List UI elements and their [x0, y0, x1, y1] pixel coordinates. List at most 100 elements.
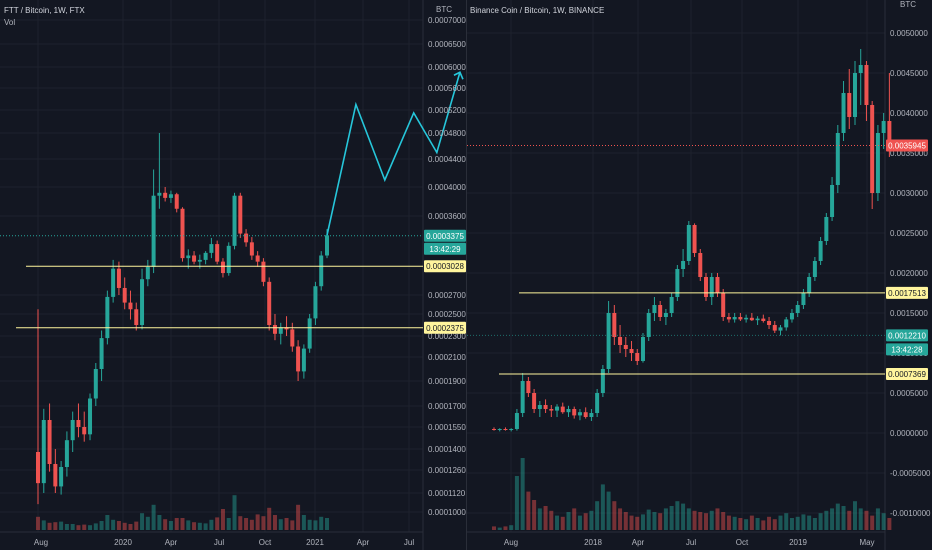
volume-bar: [122, 522, 127, 530]
candle-body: [732, 317, 737, 320]
candle: [261, 258, 266, 287]
volume-bar: [715, 508, 720, 530]
candle: [778, 325, 783, 336]
candle-body: [163, 192, 168, 198]
volume-bar: [168, 521, 173, 530]
candle: [795, 301, 800, 317]
volume-bar: [220, 509, 225, 530]
candle: [618, 325, 623, 353]
last-price-badge: 0.0003375: [426, 232, 464, 241]
volume-bar: [675, 501, 680, 530]
level-badge-upper-bg: [886, 286, 928, 299]
price-tick-label: 0.0004800: [428, 129, 466, 138]
price-tick-label: 0.0001400: [428, 445, 466, 454]
candle: [307, 314, 312, 353]
price-tick-label: 0.0005600: [428, 84, 466, 93]
candle: [151, 169, 156, 274]
candle-body: [93, 369, 98, 399]
candle: [761, 314, 766, 323]
volume-bar: [566, 512, 571, 530]
candle: [296, 340, 301, 381]
chart-title: FTT / Bitcoin, 1W, FTX: [4, 6, 85, 15]
price-tick-label: 0.0002100: [428, 353, 466, 362]
candle-body: [111, 268, 116, 297]
price-tick-label: 0.0002700: [428, 291, 466, 300]
volume-bar: [186, 520, 191, 530]
currency-label: BTC: [900, 0, 916, 9]
volume-bars: [492, 458, 892, 530]
price-tick-label: 0.0035000: [890, 149, 928, 158]
candle-body: [807, 277, 812, 293]
candle-body: [238, 195, 243, 234]
candle-body: [307, 318, 312, 349]
volume-bar: [197, 522, 202, 530]
price-tick-label: 0.0002300: [428, 332, 466, 341]
volume-bar: [864, 510, 869, 530]
price-tick-label: 0.0001900: [428, 377, 466, 386]
projection-path[interactable]: [326, 72, 461, 236]
volume-bar: [577, 515, 582, 530]
candle: [669, 293, 674, 317]
volume-bar: [640, 514, 645, 530]
candle: [157, 133, 162, 209]
level-badge-lower: 0.0002375: [426, 324, 464, 333]
time-tick-label: Oct: [259, 538, 272, 547]
candle-body: [203, 252, 208, 260]
candle: [301, 344, 306, 379]
bnb-btc-chart[interactable]: BTC -0.0010000 -0.0005000 0.0000000 0.000500…: [467, 0, 932, 550]
volume-bar: [801, 514, 806, 530]
level-badge-upper-bg: [424, 260, 466, 273]
candles: [492, 49, 892, 432]
candle-body: [319, 255, 324, 287]
candle: [835, 125, 840, 193]
candle: [744, 314, 749, 323]
candle: [111, 259, 116, 303]
chart-background: [0, 0, 466, 550]
candle-body: [272, 325, 277, 334]
volume-bar: [606, 491, 611, 530]
level-badge-lower: 0.0007369: [888, 370, 926, 379]
candle-body: [99, 338, 104, 369]
volume-bar: [82, 524, 87, 530]
candle-body: [82, 427, 87, 435]
price-tick-label: 0.0020000: [890, 269, 928, 278]
time-tick-label: Jul: [214, 538, 224, 547]
bnb-btc-panel[interactable]: BTC -0.0010000 -0.0005000 0.0000000 0.000500…: [467, 0, 932, 550]
candle: [116, 261, 121, 295]
time-tick-label: Aug: [34, 538, 48, 547]
candle-body: [140, 279, 145, 325]
volume-bar: [572, 508, 577, 530]
chart-title: Binance Coin / Bitcoin, 1W, BINANCE: [470, 6, 604, 15]
candle-body: [232, 195, 237, 246]
candle-body: [53, 464, 58, 487]
ftt-btc-panel[interactable]: BTC 0.0001000 0.0001120 0.0001260 0.0001400 0…: [0, 0, 466, 550]
candle-body: [313, 286, 318, 319]
panel-divider[interactable]: [466, 0, 467, 550]
volume-bar: [238, 516, 243, 530]
volume-bar: [589, 510, 594, 530]
candle: [566, 405, 571, 417]
ftt-btc-chart[interactable]: BTC 0.0001000 0.0001120 0.0001260 0.0001400 0…: [0, 0, 466, 550]
candle-body: [623, 345, 628, 349]
volume-bar: [784, 513, 789, 530]
candle-body: [532, 393, 537, 409]
volume-bar: [509, 525, 514, 530]
volume-bar: [145, 516, 150, 530]
volume-bar: [526, 491, 531, 530]
volume-bar: [555, 515, 560, 530]
candle-body: [858, 65, 863, 73]
candle: [503, 427, 508, 431]
candle: [497, 428, 502, 432]
candle: [606, 301, 611, 373]
volume-bar: [721, 512, 726, 530]
time-tick-label: Jul: [404, 538, 414, 547]
candle: [767, 317, 772, 329]
candle-body: [560, 406, 565, 413]
volume-bar: [726, 515, 731, 530]
volume-bar: [192, 522, 197, 530]
candle-body: [606, 313, 611, 369]
candle: [140, 268, 145, 330]
volume-bar: [652, 512, 657, 530]
candle: [830, 177, 835, 221]
candle-body: [197, 259, 202, 262]
